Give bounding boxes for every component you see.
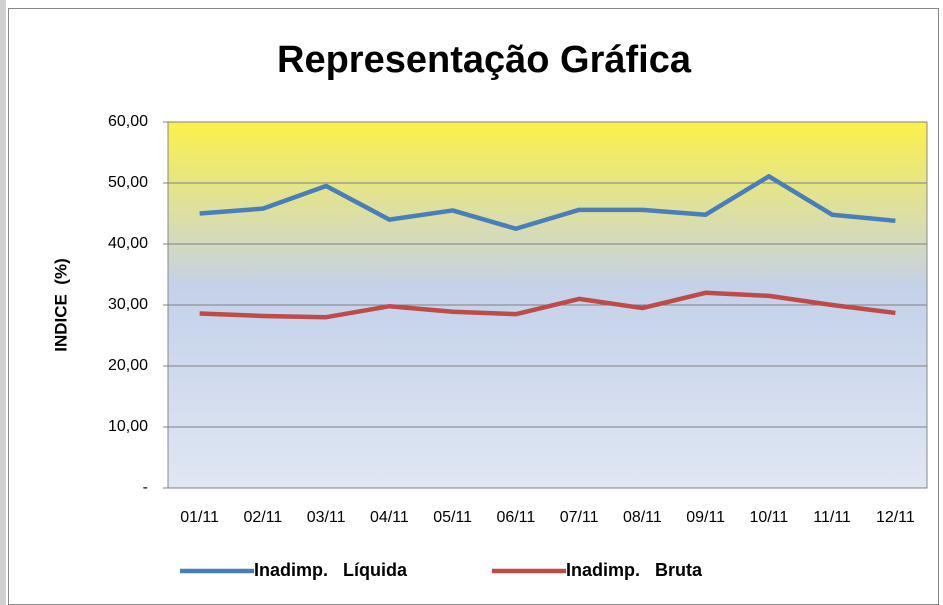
- y-tick-label: -: [143, 479, 148, 496]
- y-axis-label: INDICE (%): [51, 258, 70, 352]
- x-tick-label: 11/11: [813, 509, 851, 526]
- x-tick-label: 08/11: [623, 509, 662, 526]
- y-tick-label: 40,00: [108, 235, 148, 252]
- x-tick-label: 01/11: [180, 509, 219, 526]
- x-tick-label: 10/11: [749, 509, 788, 526]
- series-line: [199, 290, 896, 320]
- x-tick-label: 05/11: [433, 509, 472, 526]
- legend-label: Inadimp. Líquida: [254, 560, 408, 580]
- x-tick-label: 06/11: [496, 509, 535, 526]
- y-tick-label: 30,00: [108, 296, 148, 313]
- chart-title: Representação Gráfica: [277, 39, 692, 81]
- y-tick-label: 20,00: [108, 357, 148, 374]
- x-tick-label: 04/11: [370, 509, 409, 526]
- y-tick-label: 50,00: [108, 174, 148, 191]
- x-tick-label: 12/11: [876, 509, 915, 526]
- x-tick-label: 03/11: [307, 509, 346, 526]
- y-tick-label: 60,00: [108, 113, 148, 130]
- sheet-edge: [0, 0, 6, 605]
- x-tick-label: 02/11: [243, 509, 282, 526]
- legend-label: Inadimp. Bruta: [566, 560, 703, 580]
- series-line: [199, 174, 896, 231]
- x-tick-label: 09/11: [686, 509, 725, 526]
- y-tick-label: 10,00: [108, 418, 148, 435]
- x-tick-label: 07/11: [560, 509, 599, 526]
